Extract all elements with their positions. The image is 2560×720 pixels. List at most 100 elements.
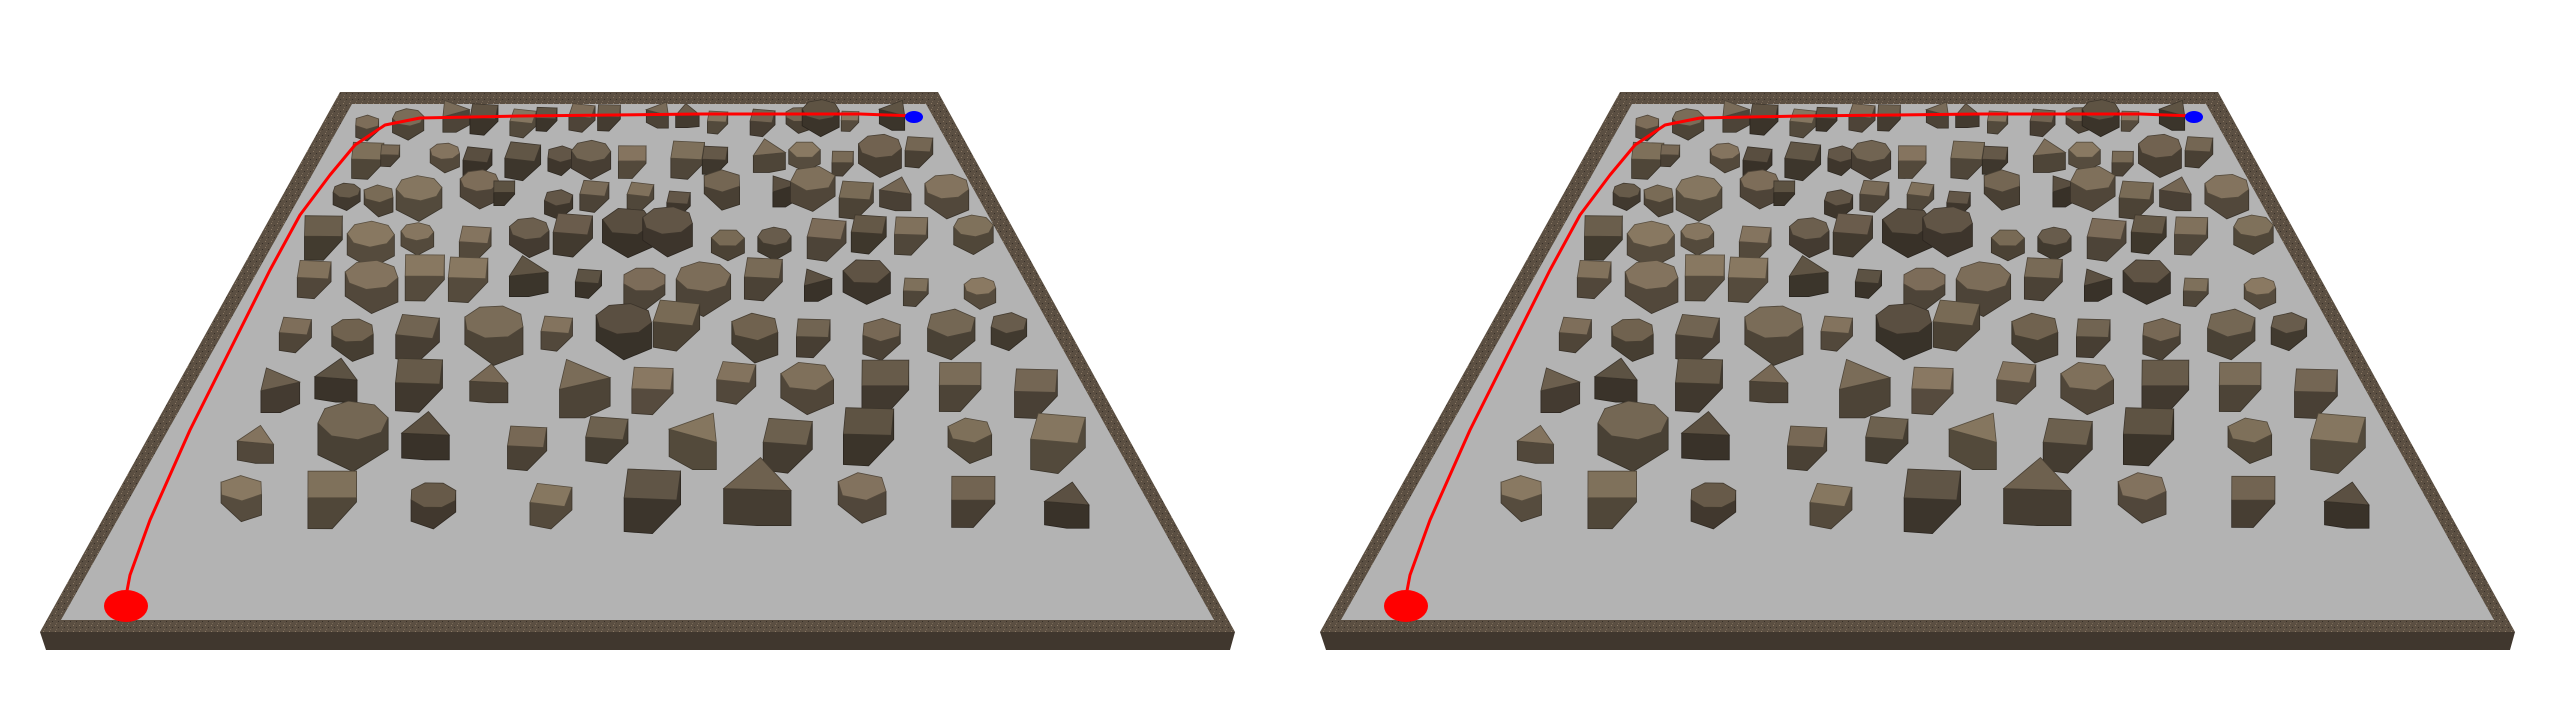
obstacle-cube (842, 407, 895, 467)
obstacle-cube (1865, 416, 1909, 465)
obstacle-cube (623, 468, 682, 535)
obstacle-side (1681, 432, 1730, 461)
obstacle-hex (842, 259, 891, 305)
obstacle-top (1787, 425, 1828, 448)
obstacle-top (2130, 214, 2167, 235)
obstacle-top (1675, 357, 1723, 385)
obstacle-tri (236, 424, 275, 464)
obstacle-hex (703, 169, 741, 211)
obstacle-cube (762, 417, 813, 474)
obstacle-cube (1820, 315, 1854, 352)
obstacle-top (938, 362, 982, 386)
obstacle-top (2204, 173, 2250, 200)
obstacle-hex (780, 361, 835, 416)
obstacle-top (1788, 255, 1830, 277)
obstacle-top (703, 169, 741, 193)
obstacle-top (842, 259, 891, 284)
obstacle-top (2117, 472, 2167, 501)
obstacle-cube (529, 482, 573, 530)
obstacle-top (2270, 312, 2308, 334)
obstacle-top (570, 139, 612, 163)
obstacle-top (1014, 368, 1058, 393)
scene-right-view (1280, 0, 2560, 720)
obstacle-oct (757, 226, 792, 261)
obstacle-top (1043, 481, 1090, 506)
obstacle-cube (552, 212, 594, 258)
obstacle-oct (2037, 226, 2072, 261)
obstacle-hex (2227, 417, 2273, 464)
obstacle-top (2042, 417, 2093, 446)
obstacle-top (1924, 101, 1949, 117)
obstacle-hex (2142, 317, 2181, 361)
obstacle-cube (626, 181, 655, 212)
obstacle-hex (1990, 229, 2025, 262)
obstacle-top (894, 216, 929, 236)
obstacle-oct (344, 259, 399, 315)
obstacle-cube (795, 318, 831, 359)
obstacle-top (2032, 138, 2067, 157)
obstacle-top (458, 225, 492, 244)
obstacle-hex (547, 145, 576, 177)
obstacle-cube (2141, 359, 2190, 416)
obstacle-top (947, 417, 993, 444)
obstacle-side (401, 432, 450, 461)
obstacle-top (623, 468, 682, 501)
obstacle-top (2060, 361, 2115, 391)
obstacle-top (363, 184, 394, 203)
obstacle-top (601, 207, 654, 236)
obstacle-cube (458, 225, 492, 263)
obstacle-cube (574, 268, 603, 299)
obstacle-oct (1903, 267, 1946, 312)
obstacle-top (442, 99, 471, 118)
obstacle-hex (220, 475, 262, 523)
obstacle-cube (1684, 254, 1725, 302)
obstacle-top (2227, 417, 2273, 444)
obstacle-top (1903, 468, 1962, 501)
obstacle-cube (1675, 357, 1723, 413)
obstacle-top (795, 318, 831, 338)
obstacle-top (878, 176, 912, 195)
obstacle-cube (2118, 180, 2154, 220)
obstacle-top (1832, 212, 1874, 236)
obstacle-hex (1643, 184, 1674, 218)
obstacle-cube (307, 470, 357, 530)
obstacle-tri (2083, 268, 2114, 302)
obstacle-top (617, 145, 647, 162)
obstacle-cube (404, 254, 445, 302)
obstacle-hex (2122, 259, 2171, 305)
obstacle-top (1709, 142, 1740, 160)
obstacle-oct (2138, 133, 2182, 179)
obstacle-hex (1635, 114, 1660, 142)
obstacle-cube (1897, 145, 1927, 179)
obstacle-cube (1932, 299, 1981, 352)
obstacle-hex (355, 114, 380, 142)
obstacle-top (574, 268, 603, 284)
goal-marker (905, 111, 923, 123)
obstacle-top (631, 366, 674, 391)
obstacle-tri (558, 358, 612, 419)
obstacle-cube (670, 140, 705, 180)
obstacle-top (1597, 400, 1669, 441)
obstacle-top (400, 222, 435, 242)
obstacle-cube (652, 299, 701, 352)
obstacle-cube (1738, 225, 1772, 263)
obstacle-top (1611, 318, 1654, 343)
obstacle-cube (1014, 368, 1058, 419)
obstacle-cube (2231, 475, 2276, 528)
obstacle-top (1684, 254, 1725, 277)
obstacle-top (904, 136, 934, 153)
obstacle-cube (902, 277, 929, 307)
obstacle-top (1643, 184, 1674, 203)
obstacle-top (990, 312, 1028, 334)
obstacle-cube (579, 179, 610, 213)
obstacle-top (540, 315, 574, 334)
obstacle-oct (1922, 206, 1973, 258)
obstacle-tri (2158, 176, 2192, 212)
obstacle-hex (710, 229, 745, 262)
obstacle-top (838, 180, 874, 201)
obstacle-top (666, 190, 691, 205)
obstacle-oct (1690, 482, 1737, 530)
obstacle-top (2182, 277, 2209, 293)
obstacle-top (1922, 206, 1973, 235)
obstacle-top (626, 181, 655, 198)
